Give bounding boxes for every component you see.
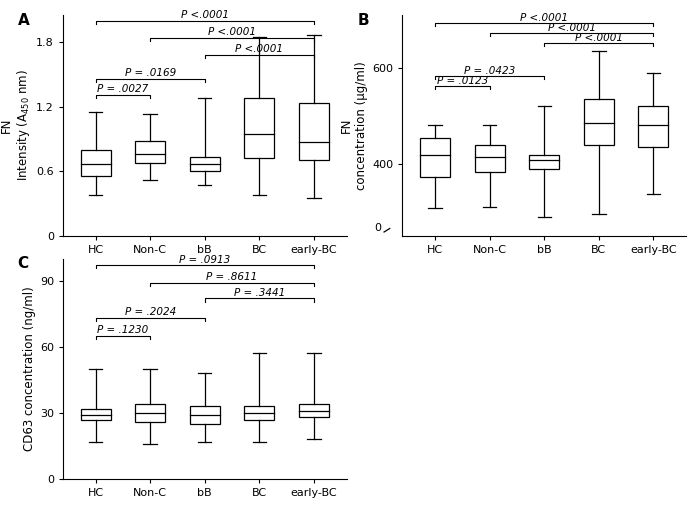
Bar (190, 406, 220, 424)
Bar (80, 409, 111, 420)
Bar (420, 138, 450, 177)
Bar (475, 144, 505, 172)
Bar (244, 98, 274, 158)
Text: P <.0001: P <.0001 (520, 13, 568, 23)
Text: B: B (357, 13, 369, 28)
Bar (80, 150, 111, 175)
Text: P = .1230: P = .1230 (97, 325, 148, 335)
Text: 0: 0 (374, 223, 382, 233)
Text: P = .8611: P = .8611 (206, 272, 258, 282)
Y-axis label: FN
concentration (µg/ml): FN concentration (µg/ml) (340, 61, 368, 190)
Text: P <.0001: P <.0001 (181, 10, 229, 20)
Bar (135, 141, 165, 163)
Y-axis label: CD63 concentration (ng/ml): CD63 concentration (ng/ml) (22, 286, 36, 451)
Bar (135, 404, 165, 422)
Text: P = .0423: P = .0423 (464, 65, 515, 76)
Bar (529, 155, 559, 169)
Text: P = .2024: P = .2024 (125, 307, 176, 317)
Bar (299, 404, 329, 417)
Text: P <.0001: P <.0001 (547, 23, 596, 33)
Bar (638, 106, 668, 147)
Text: P = .0169: P = .0169 (125, 68, 176, 78)
Bar (299, 103, 329, 160)
Text: P <.0001: P <.0001 (575, 33, 623, 43)
Text: A: A (18, 13, 29, 28)
Bar (244, 406, 274, 420)
Y-axis label: FN
Intensity (A$_{450}$ nm): FN Intensity (A$_{450}$ nm) (0, 69, 32, 182)
Bar (190, 157, 220, 171)
Text: P = .0913: P = .0913 (179, 255, 230, 265)
Text: P = .0027: P = .0027 (97, 84, 148, 94)
Text: C: C (18, 257, 29, 271)
Text: P = .0123: P = .0123 (437, 76, 488, 86)
Text: P <.0001: P <.0001 (208, 27, 256, 37)
Bar (584, 99, 614, 144)
Text: P = .3441: P = .3441 (234, 287, 285, 298)
Text: P <.0001: P <.0001 (235, 44, 284, 54)
